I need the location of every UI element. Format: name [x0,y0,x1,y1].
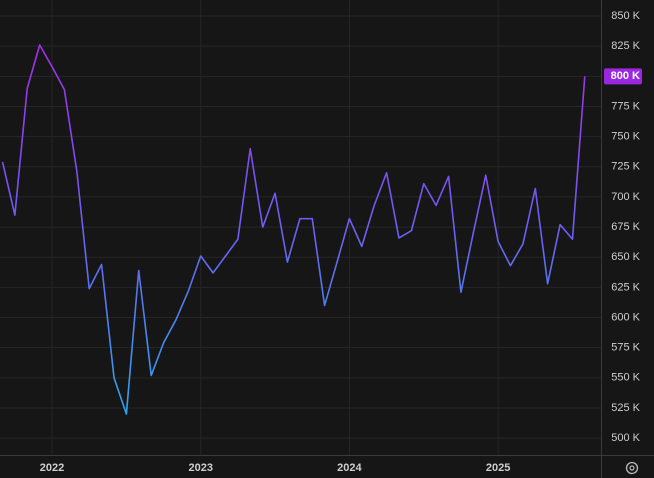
y-tick-label: 575 K [611,342,640,354]
y-tick-label: 500 K [611,432,640,444]
y-tick-label: 825 K [611,40,640,52]
y-tick-label: 725 K [611,161,640,173]
y-tick-label: 850 K [611,10,640,22]
y-tick-label: 775 K [611,100,640,112]
x-tick-label: 2023 [188,462,212,474]
x-tick-label: 2025 [486,462,510,474]
settings-button[interactable] [625,461,639,475]
y-tick-label: 550 K [611,372,640,384]
y-tick-label: 650 K [611,251,640,263]
y-tick-label: 625 K [611,281,640,293]
y-tick-label: 700 K [611,191,640,203]
line [1,44,586,415]
gear-icon [629,465,635,471]
y-tick-label: 525 K [611,402,640,414]
x-tick-label: 2024 [337,462,362,474]
y-tick-label: 750 K [611,131,640,143]
y-tick-label: 675 K [611,221,640,233]
last-value-box [604,68,642,85]
last-value-label: 800 K [611,70,640,82]
x-tick-label: 2022 [40,462,64,474]
y-tick-label: 600 K [611,311,640,323]
gear-icon [625,461,639,475]
